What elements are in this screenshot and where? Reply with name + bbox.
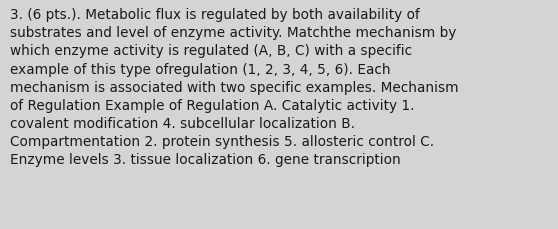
Text: 3. (6 pts.). Metabolic flux is regulated by both availability of
substrates and : 3. (6 pts.). Metabolic flux is regulated…: [10, 8, 459, 167]
